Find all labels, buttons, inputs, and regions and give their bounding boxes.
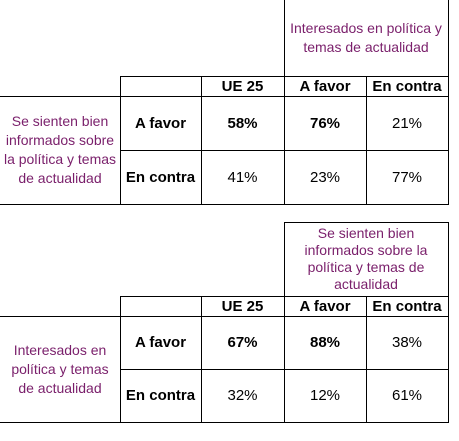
table2-divider	[366, 296, 367, 422]
table1-divider	[284, 0, 285, 204]
table1-cell: 41%	[227, 168, 258, 186]
table2-divider	[120, 296, 449, 297]
table1-cell: 76%	[309, 114, 341, 132]
table2-col-header: En contra	[372, 297, 442, 315]
table2-divider	[284, 222, 449, 223]
table2-cell: 88%	[309, 334, 341, 351]
table1-col-header: En contra	[372, 77, 442, 95]
table2-row-label: A favor	[134, 334, 187, 351]
table2-cell: 32%	[227, 387, 258, 404]
table2-divider	[201, 296, 202, 422]
table1-divider	[120, 150, 449, 151]
table2-col-header: A favor	[299, 297, 351, 315]
table1-divider	[120, 76, 449, 77]
table1-row-group-label: Se sienten bien informados sobre la polí…	[3, 113, 117, 186]
table2-row-label: En contra	[125, 387, 196, 404]
table2-cell: 61%	[391, 387, 423, 404]
table2-col-header: UE 25	[221, 297, 264, 315]
table2-divider	[120, 296, 121, 422]
table1-divider	[0, 96, 449, 97]
table2-cell: 67%	[227, 334, 258, 351]
table2-cell: 38%	[391, 334, 423, 351]
table2-header-group: Se sienten bien informados sobre la polí…	[284, 222, 448, 296]
table2-row-group: Interesados en política y temas de actua…	[0, 316, 120, 422]
table1-header-group: Interesados en política y temas de actua…	[284, 0, 448, 76]
table2-header-group-label: Se sienten bien informados sobre la polí…	[304, 225, 428, 292]
table1-cell: 21%	[391, 114, 423, 132]
table1-cell: 77%	[391, 168, 423, 186]
table1-divider	[448, 0, 449, 204]
table1-col-header: A favor	[299, 77, 351, 95]
table2-cell: 12%	[309, 387, 341, 404]
table1-divider	[0, 204, 449, 205]
table2-divider	[120, 369, 449, 370]
table1-divider	[120, 76, 121, 204]
table2-divider	[284, 222, 285, 422]
table2-divider	[448, 222, 449, 422]
table1-row-group: Se sienten bien informados sobre la polí…	[0, 96, 120, 204]
table1-cell: 58%	[227, 114, 258, 132]
table2-row-group-label: Interesados en política y temas de actua…	[11, 341, 109, 396]
table1-divider	[201, 76, 202, 204]
table1-row-label: En contra	[125, 168, 196, 186]
table1-header-group-label: Interesados en política y temas de actua…	[290, 20, 442, 55]
table1-row-label: A favor	[134, 114, 187, 132]
table1-divider	[366, 76, 367, 204]
table1-cell: 23%	[309, 168, 341, 186]
table2-divider	[0, 316, 449, 317]
table2-divider	[0, 422, 449, 423]
table1-col-header: UE 25	[221, 77, 264, 95]
